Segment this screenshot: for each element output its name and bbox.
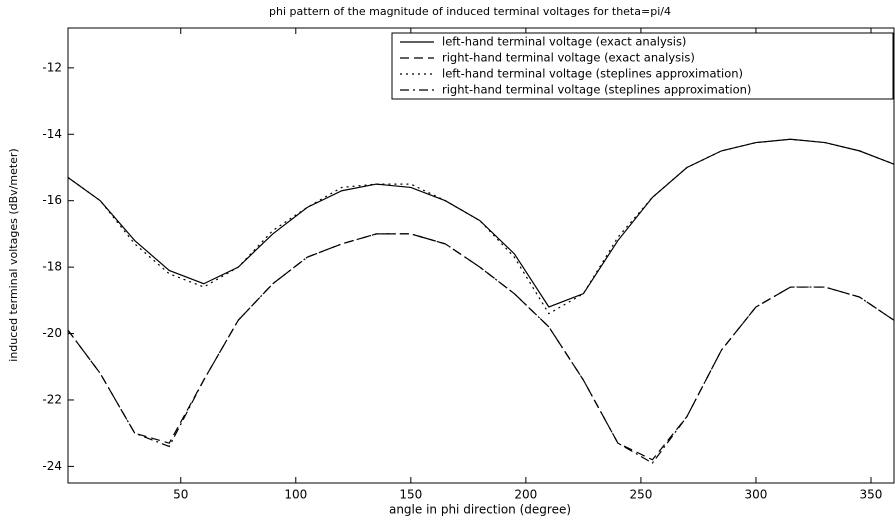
series-line [67, 138, 895, 308]
y-tick-label: -20 [42, 326, 62, 340]
legend-label: right-hand terminal voltage (exact analy… [442, 51, 695, 65]
x-tick-label: 300 [744, 488, 767, 502]
legend-box [391, 32, 894, 100]
y-tick-label: -22 [42, 392, 62, 406]
y-tick-label: -12 [42, 60, 62, 74]
y-tick-label: -18 [42, 260, 62, 274]
x-tick-label: 350 [860, 488, 883, 502]
y-tick-label: -24 [42, 459, 62, 473]
y-axis-label: induced terminal voltages (dBv/meter) [7, 148, 20, 361]
x-tick-label: 150 [399, 488, 422, 502]
y-tick-label: -16 [42, 193, 62, 207]
series-line [67, 233, 895, 464]
legend-label: left-hand terminal voltage (steplines ap… [442, 67, 743, 81]
series-line [67, 138, 895, 315]
plot-frame [67, 27, 895, 484]
x-tick-label: 100 [284, 488, 307, 502]
y-tick-label: -14 [42, 127, 62, 141]
chart-title: phi pattern of the magnitude of induced … [269, 5, 671, 18]
x-tick-label: 50 [173, 488, 188, 502]
legend-label: left-hand terminal voltage (exact analys… [442, 35, 686, 49]
x-tick-label: 200 [514, 488, 537, 502]
x-axis-label: angle in phi direction (degree) [389, 503, 571, 517]
x-tick-label: 250 [629, 488, 652, 502]
legend-label: right-hand terminal voltage (steplines a… [442, 83, 751, 97]
